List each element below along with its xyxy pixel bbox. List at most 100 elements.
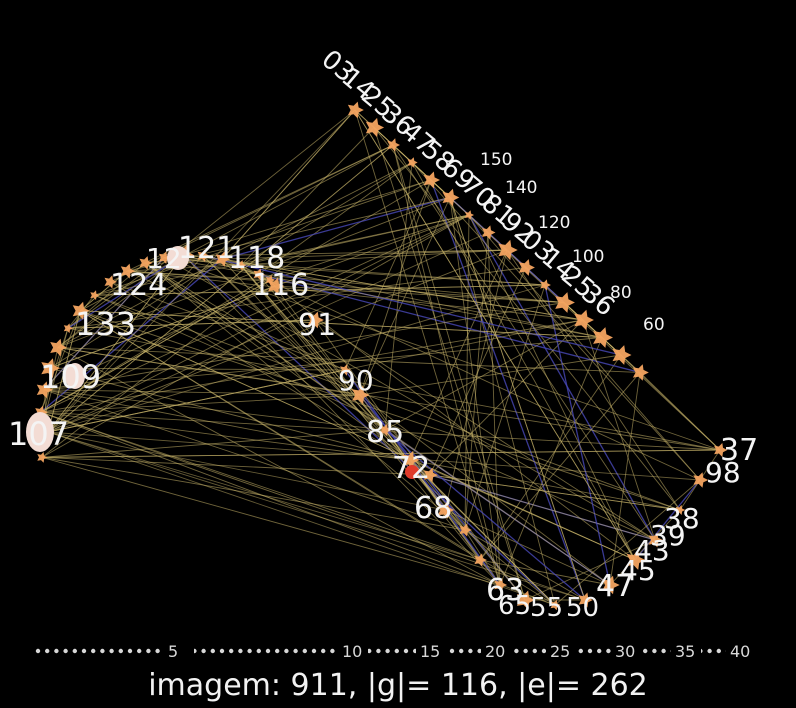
graph-node (347, 101, 364, 119)
scale-dot (100, 648, 105, 654)
graph-edge (544, 284, 611, 586)
g-label: , |g|= (347, 668, 441, 703)
scale-tick-label: 20 (485, 642, 505, 661)
hub-node (65, 363, 85, 389)
graph-node (365, 117, 385, 138)
graph-node (482, 225, 496, 240)
graph-edge (384, 319, 584, 431)
graph-node (648, 532, 663, 548)
graph-node (268, 277, 285, 295)
graph-node (555, 292, 575, 313)
scale-dot (330, 648, 335, 654)
graph-edge (80, 144, 394, 312)
time-label: 120 (538, 213, 570, 233)
scale-tick-bg (481, 640, 511, 660)
node-label: 68 (414, 491, 452, 526)
graph-edge (499, 337, 603, 586)
node-label: 109 (40, 358, 101, 396)
graph-edge (43, 389, 466, 531)
graph-edge (49, 285, 276, 369)
graph-edge (354, 109, 501, 586)
graph-node (602, 575, 620, 595)
graph-edge (47, 431, 556, 606)
scale-dot (514, 648, 519, 654)
graph-edge (47, 144, 394, 433)
edges-layer (39, 109, 721, 606)
graph-edge (67, 257, 165, 329)
node-label: 116 (252, 268, 309, 303)
scale-dot (597, 648, 602, 654)
graph-edge (275, 214, 470, 287)
graph-edge (94, 294, 656, 541)
scale-dot (302, 648, 307, 654)
graph-node (494, 578, 508, 592)
graph-edge (449, 197, 556, 606)
graph-node (693, 472, 709, 488)
node-label: 90 (338, 364, 374, 397)
graph-node (516, 590, 535, 610)
scale-dot (459, 648, 464, 654)
graph-edge (392, 144, 501, 586)
scale-dot (54, 648, 59, 654)
scale-tick-label: 15 (420, 642, 440, 661)
scale-tick-label: 35 (675, 642, 695, 661)
scale-dot (238, 648, 243, 654)
graph-edge (67, 267, 527, 329)
graph-edge (47, 431, 481, 561)
graph-node (90, 290, 100, 300)
graph-node (253, 268, 265, 281)
graph-edge (468, 214, 701, 481)
node-label: 118 (228, 241, 285, 276)
graph-edge (43, 337, 603, 391)
graph-edge (43, 302, 565, 391)
node-label: 107 (8, 415, 69, 453)
graph-edge (47, 255, 204, 433)
time-label: 80 (610, 283, 632, 303)
scale-tick-bg (546, 640, 576, 660)
graph-node (714, 443, 728, 457)
graph-node (632, 364, 649, 381)
scale-dot (293, 648, 298, 654)
scale-tick-label: 30 (615, 642, 635, 661)
graph-edge (47, 284, 546, 433)
scale-dot (275, 648, 280, 654)
scale-dot (311, 648, 317, 654)
graph-edge (41, 279, 271, 458)
graph-edge (127, 270, 565, 303)
graph-node (540, 279, 551, 291)
graph-edge (127, 270, 271, 281)
scale-dot (578, 648, 583, 654)
graph-node (41, 358, 60, 378)
node-label: 55 (530, 593, 563, 623)
graph-edge (384, 429, 611, 586)
graph-node (387, 138, 400, 152)
graph-node (104, 275, 117, 289)
node-label: 91 (298, 308, 336, 343)
graph-node (407, 157, 418, 168)
graph-node (612, 345, 632, 365)
graph-node (352, 385, 370, 405)
graph-node (120, 263, 136, 279)
graph-edge (429, 474, 681, 511)
scale-dot (394, 648, 399, 654)
graph-edge (41, 456, 466, 531)
node-label: 63 (486, 573, 524, 608)
graph-node (139, 256, 153, 270)
node-label: 98 (705, 456, 741, 489)
node-label: 85 (366, 415, 404, 450)
scale-dot (587, 648, 593, 654)
scale-tick-bg (164, 640, 194, 660)
graph-node (459, 523, 472, 537)
graph-edge (506, 249, 681, 511)
graph-edge (222, 249, 508, 260)
scale-dot (661, 648, 666, 654)
node-label: 39 (650, 519, 686, 552)
scale-dot (256, 648, 261, 654)
scale-dot (91, 648, 96, 654)
graph-edge (221, 162, 413, 260)
scale-dot (652, 648, 657, 654)
graph-edge (444, 249, 508, 511)
scale-tick-bg (611, 640, 641, 660)
caption-prefix: imagem: (148, 668, 291, 703)
graph-edge (43, 389, 386, 431)
